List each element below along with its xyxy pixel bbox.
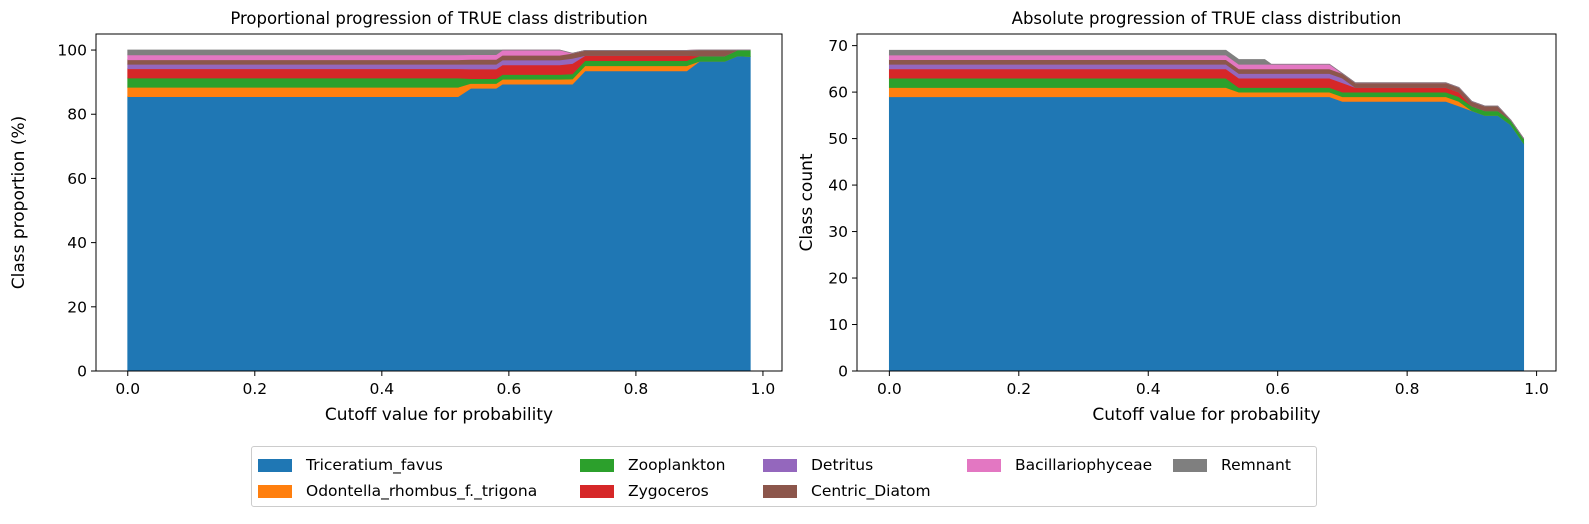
legend: Triceratium_favus Odontella_rhombus_f._t… (251, 446, 1317, 507)
absolute-chart-panel: 0.0 0.2 0.4 0.6 0.8 1.0 0 10 20 30 40 50 60 70 Absolut… (797, 9, 1557, 425)
x-tick-label: 0.4 (1136, 380, 1161, 398)
y-tick-label: 100 (57, 42, 87, 60)
y-tick-label: 60 (828, 84, 848, 102)
legend-item-centric-diatom: Centric_Diatom (763, 480, 931, 502)
legend-swatch (258, 458, 292, 472)
legend-label: Centric_Diatom (811, 482, 931, 500)
y-tick-label: 70 (828, 37, 848, 55)
axes-frame (856, 33, 1557, 372)
legend-label: Detritus (811, 456, 874, 474)
x-tick-label: 1.0 (751, 380, 776, 398)
x-tick-label: 0.8 (624, 380, 649, 398)
legend-item-remnant: Remnant (1173, 454, 1291, 476)
legend-item-zooplankton: Zooplankton (580, 454, 725, 476)
y-tick-label: 0 (77, 363, 87, 381)
legend-swatch (258, 484, 292, 498)
legend-item-bacillariophyceae: Bacillariophyceae (967, 454, 1152, 476)
x-tick-label: 0.6 (1265, 380, 1290, 398)
x-tick-label: 0.2 (1006, 380, 1031, 398)
legend-label: Bacillariophyceae (1015, 456, 1153, 474)
legend-label: Remnant (1221, 456, 1291, 474)
legend-swatch (763, 484, 797, 498)
area-triceratium-favus (127, 55, 751, 372)
proportional-chart-panel: 0.0 0.2 0.4 0.6 0.8 1.0 0 20 40 60 80 100 Proportion… (9, 9, 783, 425)
legend-label: Triceratium_favus (306, 456, 443, 474)
y-tick-label: 50 (828, 130, 848, 148)
y-axis-label: Class count (797, 153, 817, 251)
legend-item-detritus: Detritus (763, 454, 873, 476)
area-triceratium-favus (888, 96, 1525, 372)
y-tick-label: 30 (828, 223, 848, 241)
legend-item-zygoceros: Zygoceros (580, 480, 709, 502)
chart-title: Absolute progression of TRUE class distr… (1012, 9, 1402, 28)
y-tick-label: 0 (838, 363, 848, 381)
chart-title: Proportional progression of TRUE class d… (230, 9, 647, 28)
y-tick-label: 40 (828, 177, 848, 195)
area-remnant (888, 49, 1524, 139)
y-tick-label: 80 (67, 106, 87, 124)
x-tick-label: 0.6 (497, 380, 522, 398)
y-axis-label: Class proportion (%) (9, 116, 29, 290)
x-tick-label: 0.0 (877, 380, 902, 398)
area-remnant (127, 49, 751, 56)
y-tick-label: 10 (828, 316, 848, 334)
legend-swatch (580, 458, 614, 472)
legend-item-triceratium-favus: Triceratium_favus (258, 454, 443, 476)
legend-swatch (580, 484, 614, 498)
legend-item-odontella-rhombus: Odontella_rhombus_f._trigona (258, 480, 537, 502)
x-tick-label: 0.2 (242, 380, 267, 398)
legend-swatch (763, 458, 797, 472)
y-tick-label: 60 (67, 170, 87, 188)
y-tick-label: 20 (828, 270, 848, 288)
x-axis-label: Cutoff value for probability (1092, 405, 1320, 425)
legend-swatch (967, 458, 1001, 472)
x-tick-label: 1.0 (1524, 380, 1549, 398)
x-axis-label: Cutoff value for probability (325, 405, 553, 425)
y-tick-label: 40 (67, 234, 87, 252)
legend-label: Odontella_rhombus_f._trigona (306, 482, 538, 500)
x-tick-label: 0.0 (115, 380, 140, 398)
x-tick-label: 0.4 (370, 380, 395, 398)
x-tick-label: 0.8 (1395, 380, 1420, 398)
y-tick-label: 20 (67, 298, 87, 316)
legend-label: Zooplankton (628, 456, 726, 474)
legend-label: Zygoceros (628, 482, 709, 500)
axes-frame (95, 33, 783, 372)
legend-swatch (1173, 458, 1207, 472)
